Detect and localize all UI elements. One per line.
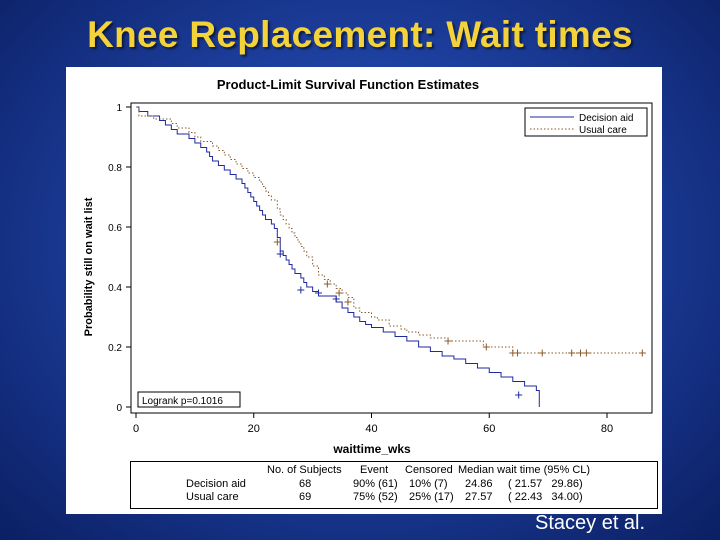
x-tick-label: 20 (248, 423, 260, 435)
stats-row-ci: ( 21.57 29.86) (508, 478, 583, 490)
stats-row-median: 27.57 (465, 491, 493, 503)
stats-row-censored: 10% (7) (409, 478, 448, 490)
y-tick-label: 0.2 (108, 343, 122, 354)
stats-row-n: 69 (299, 491, 312, 503)
plot-frame (130, 102, 653, 414)
censor-mark (344, 298, 352, 306)
censor-mark (273, 238, 281, 246)
stats-table: No. of Subjects Event Censored Median wa… (130, 461, 658, 509)
y-tick-label: 0.8 (108, 163, 122, 174)
stats-row-n: 68 (299, 478, 312, 490)
x-tick-label: 60 (483, 423, 495, 435)
legend-box (524, 107, 648, 137)
survival-curve-decision-aid (136, 106, 540, 407)
survival-curve-usual-care (136, 106, 643, 354)
y-axis-label: Probability still on wait list (83, 197, 95, 336)
stats-row-group: Decision aid (186, 478, 246, 490)
stats-row-group: Usual care (186, 491, 239, 503)
citation-text: Stacey et al. (535, 512, 646, 534)
slide-title: Knee Replacement: Wait times (87, 14, 633, 55)
censor-mark (482, 343, 490, 351)
censor-mark (638, 349, 646, 357)
censor-mark (514, 349, 522, 357)
logrank-box (137, 391, 241, 408)
censor-mark (577, 349, 585, 357)
x-tick-label: 0 (133, 423, 139, 435)
legend-label: Decision aid (579, 113, 633, 124)
censor-mark (444, 337, 452, 345)
x-tick-label: 80 (601, 423, 613, 435)
censor-mark (538, 349, 546, 357)
chart-figure: Product-Limit Survival Function Estimate… (66, 67, 662, 514)
chart-title: Product-Limit Survival Function Estimate… (217, 77, 479, 92)
censor-mark (335, 289, 343, 297)
stats-header-censored: Censored (405, 464, 453, 476)
stats-header-median: Median wait time (95% CL) (458, 464, 591, 476)
x-tick-label: 40 (365, 423, 377, 435)
x-axis-label: waittime_wks (332, 442, 411, 456)
stats-header-subjects: No. of Subjects (267, 464, 342, 476)
survival-chart: Product-Limit Survival Function Estimate… (83, 77, 653, 456)
censor-mark (315, 289, 323, 297)
censor-mark (276, 250, 284, 258)
y-tick-label: 1 (116, 103, 122, 114)
logrank-annotation: Logrank p=0.1016 (142, 396, 223, 407)
censor-mark (323, 280, 331, 288)
censor-mark (332, 295, 340, 303)
stats-row-censored: 25% (17) (409, 491, 454, 503)
stats-row-event: 75% (52) (353, 491, 398, 503)
stats-header-event: Event (360, 464, 389, 476)
stats-row-event: 90% (61) (353, 478, 398, 490)
legend-label: Usual care (579, 125, 627, 136)
censor-mark (515, 391, 523, 399)
censor-mark (297, 286, 305, 294)
y-tick-label: 0.4 (108, 283, 122, 294)
y-tick-label: 0.6 (108, 223, 122, 234)
censor-mark (568, 349, 576, 357)
stats-row-ci: ( 22.43 34.00) (508, 491, 583, 503)
stats-row-median: 24.86 (465, 478, 493, 490)
censor-mark (582, 349, 590, 357)
y-tick-label: 0 (116, 403, 122, 414)
